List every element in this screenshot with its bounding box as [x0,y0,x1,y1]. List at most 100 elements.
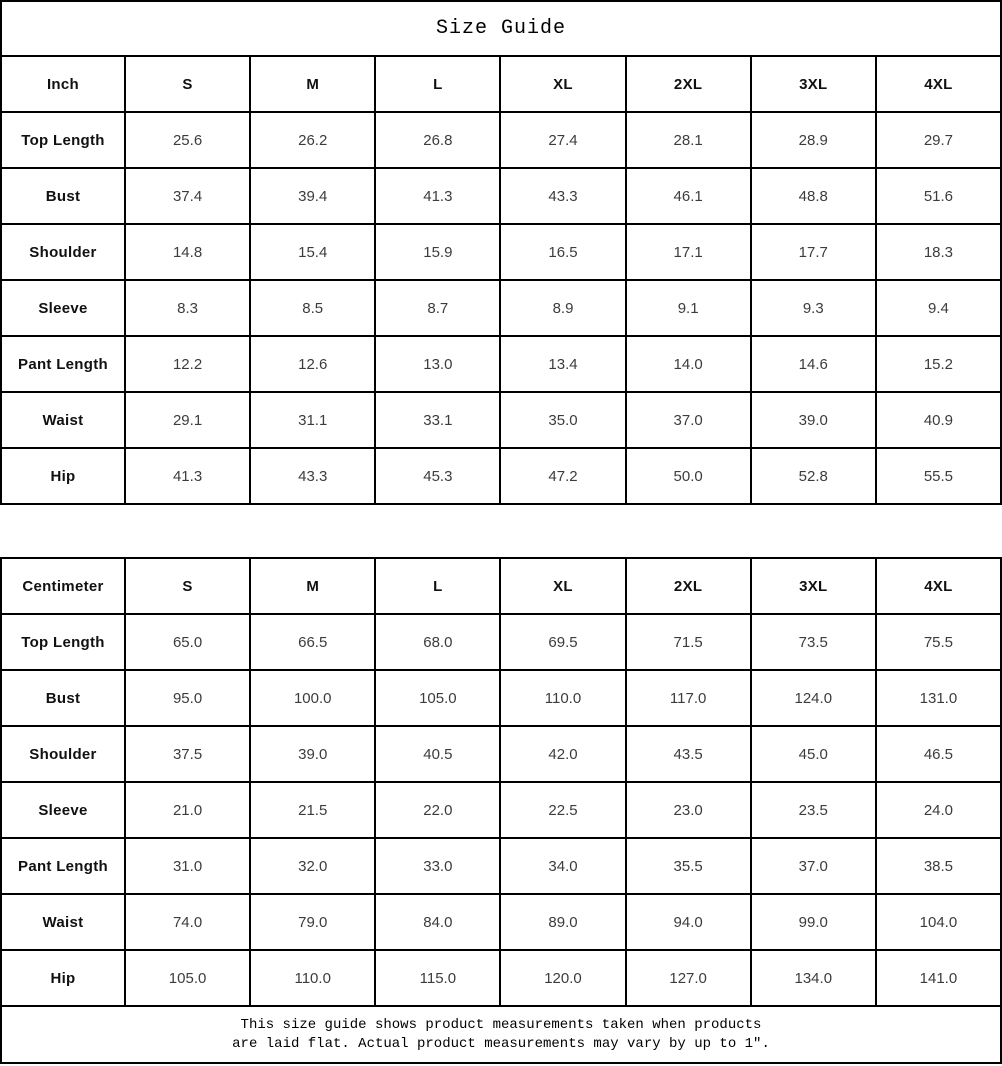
size-value-cell: 39.0 [749,391,877,449]
row-label: Hip [0,949,126,1007]
row-label: Sleeve [0,279,126,337]
table-row: Sleeve 21.0 21.5 22.0 22.5 23.0 23.5 24.0 [0,781,1002,839]
row-label: Pant Length [0,335,126,393]
size-value-cell: 48.8 [749,167,877,225]
size-value-cell: 55.5 [874,447,1002,505]
table-row: Hip 105.0 110.0 115.0 120.0 127.0 134.0 141.0 [0,949,1002,1007]
size-value-cell: 14.8 [123,223,252,281]
size-value-cell: 12.6 [249,335,377,393]
size-value-cell: 79.0 [249,893,377,951]
table-row: Hip 41.3 43.3 45.3 47.2 50.0 52.8 55.5 [0,447,1002,505]
size-value-cell: 131.0 [874,669,1002,727]
size-value-cell: 43.3 [499,167,627,225]
size-column-header: L [374,557,502,615]
size-value-cell: 35.0 [499,391,627,449]
size-table-centimeter: Centimeter S M L XL 2XL 3XL 4XL Top Length 65.0 66… [0,557,1002,1007]
header-row: Inch S M L XL 2XL 3XL 4XL [0,55,1002,113]
size-value-cell: 27.4 [499,111,627,169]
size-value-cell: 37.0 [749,837,877,895]
size-value-cell: 41.3 [374,167,502,225]
size-column-header: XL [499,557,627,615]
size-column-header: S [123,557,252,615]
size-column-header: 2XL [624,55,752,113]
size-value-cell: 13.4 [499,335,627,393]
size-value-cell: 141.0 [874,949,1002,1007]
footer-line-2: are laid flat. Actual product measuremen… [232,1035,770,1052]
size-table-inch: Inch S M L XL 2XL 3XL 4XL Top Length 25.6 26.2 26.8… [0,55,1002,505]
size-value-cell: 24.0 [874,781,1002,839]
size-value-cell: 68.0 [374,613,502,671]
size-value-cell: 40.5 [374,725,502,783]
size-value-cell: 17.1 [624,223,752,281]
size-column-header: 4XL [874,557,1002,615]
table-row: Waist 29.1 31.1 33.1 35.0 37.0 39.0 40.9 [0,391,1002,449]
size-value-cell: 40.9 [874,391,1002,449]
size-value-cell: 38.5 [874,837,1002,895]
size-value-cell: 28.9 [749,111,877,169]
table-row: Pant Length 31.0 32.0 33.0 34.0 35.5 37.0 38.5 [0,837,1002,895]
size-column-header: S [123,55,252,113]
size-value-cell: 15.4 [249,223,377,281]
row-label: Top Length [0,111,126,169]
size-value-cell: 29.1 [123,391,252,449]
row-label: Top Length [0,613,126,671]
size-value-cell: 45.0 [749,725,877,783]
size-value-cell: 69.5 [499,613,627,671]
size-value-cell: 74.0 [123,893,252,951]
size-value-cell: 26.8 [374,111,502,169]
size-value-cell: 22.5 [499,781,627,839]
size-value-cell: 16.5 [499,223,627,281]
size-value-cell: 33.0 [374,837,502,895]
size-value-cell: 9.4 [874,279,1002,337]
size-value-cell: 120.0 [499,949,627,1007]
size-value-cell: 23.0 [624,781,752,839]
row-label: Waist [0,391,126,449]
table-row: Waist 74.0 79.0 84.0 89.0 94.0 99.0 104.0 [0,893,1002,951]
table-spacer [0,505,1002,559]
size-value-cell: 15.2 [874,335,1002,393]
size-value-cell: 43.3 [249,447,377,505]
size-value-cell: 110.0 [249,949,377,1007]
size-value-cell: 37.0 [624,391,752,449]
size-value-cell: 37.5 [123,725,252,783]
size-value-cell: 66.5 [249,613,377,671]
size-value-cell: 35.5 [624,837,752,895]
row-label: Bust [0,669,126,727]
size-value-cell: 99.0 [749,893,877,951]
header-row: Centimeter S M L XL 2XL 3XL 4XL [0,557,1002,615]
size-value-cell: 22.0 [374,781,502,839]
size-value-cell: 65.0 [123,613,252,671]
size-value-cell: 46.1 [624,167,752,225]
row-label: Hip [0,447,126,505]
row-label: Waist [0,893,126,951]
size-column-header: M [249,557,377,615]
size-value-cell: 8.9 [499,279,627,337]
size-value-cell: 51.6 [874,167,1002,225]
size-value-cell: 21.5 [249,781,377,839]
size-value-cell: 127.0 [624,949,752,1007]
size-value-cell: 9.1 [624,279,752,337]
row-label: Shoulder [0,725,126,783]
size-value-cell: 117.0 [624,669,752,727]
size-value-cell: 39.0 [249,725,377,783]
size-value-cell: 94.0 [624,893,752,951]
size-value-cell: 50.0 [624,447,752,505]
size-value-cell: 110.0 [499,669,627,727]
size-column-header: 3XL [749,55,877,113]
size-value-cell: 18.3 [874,223,1002,281]
size-value-cell: 31.0 [123,837,252,895]
size-value-cell: 52.8 [749,447,877,505]
size-value-cell: 134.0 [749,949,877,1007]
title-bar: Size Guide [0,0,1002,57]
size-value-cell: 33.1 [374,391,502,449]
size-column-header: 3XL [749,557,877,615]
size-value-cell: 21.0 [123,781,252,839]
size-value-cell: 115.0 [374,949,502,1007]
table-row: Sleeve 8.3 8.5 8.7 8.9 9.1 9.3 9.4 [0,279,1002,337]
size-value-cell: 31.1 [249,391,377,449]
size-value-cell: 42.0 [499,725,627,783]
footer-note: This size guide shows product measuremen… [0,1005,1002,1064]
size-column-header: L [374,55,502,113]
size-value-cell: 34.0 [499,837,627,895]
size-column-header: 4XL [874,55,1002,113]
